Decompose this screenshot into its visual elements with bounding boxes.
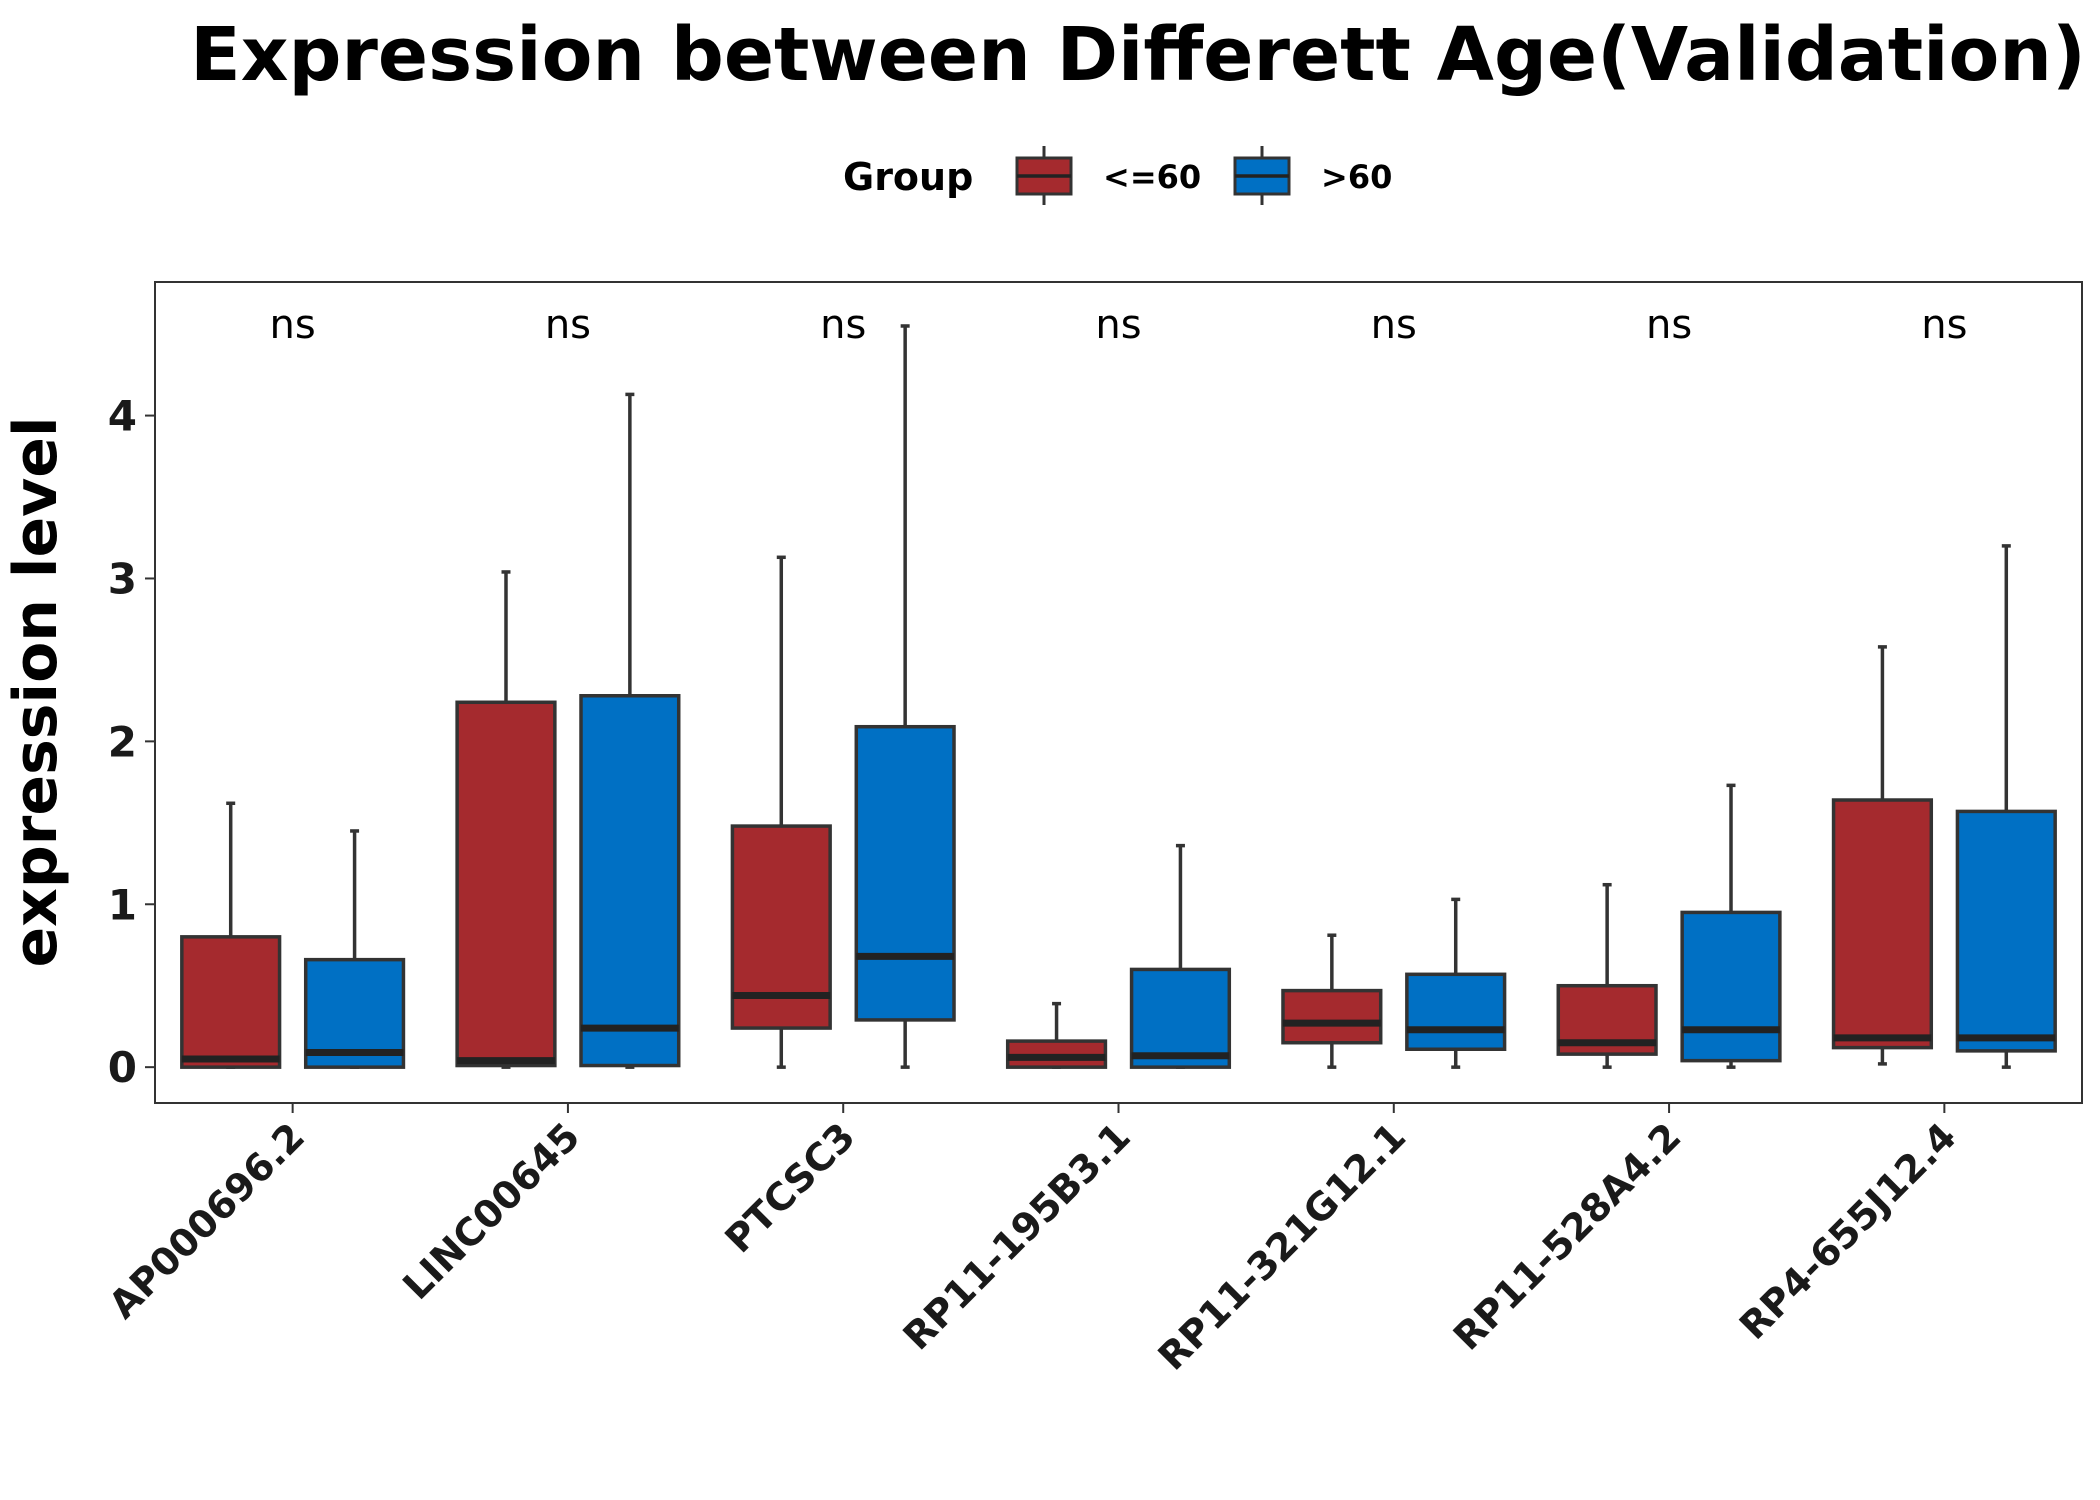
significance-label: ns <box>1646 302 1692 348</box>
x-tick-label: LINC00645 <box>394 1114 588 1308</box>
box-le60 <box>455 570 557 1069</box>
significance-label: ns <box>1921 302 1967 348</box>
legend-entry-le60: <=60 <box>1015 146 1201 205</box>
x-tick-label: RP11-321G12.1 <box>1150 1114 1414 1378</box>
box-gt60 <box>303 829 406 1069</box>
box-iqr <box>455 700 557 1068</box>
box-iqr <box>1680 910 1782 1063</box>
y-tick-label: 4 <box>108 392 137 441</box>
box-iqr <box>1831 798 1934 1050</box>
y-tick-label: 0 <box>108 1043 137 1092</box>
legend-label: >60 <box>1321 158 1392 196</box>
box-iqr <box>1955 809 2057 1053</box>
box-gt60 <box>1129 843 1232 1069</box>
significance-label: ns <box>1095 302 1141 348</box>
chart-title: Expression between Differett Age(Validat… <box>190 12 2086 98</box>
x-tick-label: RP11-528A4.2 <box>1445 1114 1690 1359</box>
box-gt60 <box>1405 897 1507 1069</box>
boxes <box>180 324 2057 1069</box>
plot-area: ns ns ns ns ns ns ns 0 1 2 3 4 AP000696.2 LINC00645… <box>100 281 2083 1379</box>
box-gt60 <box>854 324 956 1069</box>
box-iqr <box>854 724 956 1022</box>
x-tick-label: AP000696.2 <box>100 1114 313 1327</box>
box-gt60 <box>1955 544 2057 1069</box>
x-tick-label: PTCSC3 <box>716 1114 863 1261</box>
y-tick-label: 3 <box>108 554 137 603</box>
y-tick-label: 1 <box>108 880 137 929</box>
y-tick-label: 2 <box>108 717 137 766</box>
significance-label: ns <box>1371 302 1417 348</box>
x-tick-label: RP11-195B3.1 <box>895 1114 1139 1358</box>
box-iqr <box>1281 988 1383 1045</box>
legend-title: Group <box>843 155 973 199</box>
x-axis: AP000696.2 LINC00645 PTCSC3 RP11-195B3.1 RP1… <box>100 1103 1965 1379</box>
box-le60 <box>1005 1001 1108 1069</box>
x-tick-label: RP4-655J12.4 <box>1731 1114 1965 1348</box>
significance-label: ns <box>545 302 591 348</box>
box-le60 <box>730 555 832 1069</box>
significance-label: ns <box>270 302 316 348</box>
box-gt60 <box>579 392 681 1069</box>
y-axis: 0 1 2 3 4 <box>108 392 155 1092</box>
legend: Group <=60 >60 <box>843 146 1392 205</box>
legend-entry-gt60: >60 <box>1233 146 1392 205</box>
box-le60 <box>1281 933 1383 1069</box>
box-le60 <box>1556 882 1658 1069</box>
plot-panel <box>154 281 2083 1104</box>
box-iqr <box>1405 972 1507 1051</box>
significance-labels: ns ns ns ns ns ns ns <box>270 302 1968 348</box>
significance-label: ns <box>820 302 866 348</box>
legend-label: <=60 <box>1103 158 1201 196</box>
box-iqr <box>180 935 282 1069</box>
box-gt60 <box>1680 783 1782 1069</box>
box-iqr <box>579 694 681 1068</box>
box-le60 <box>180 801 282 1069</box>
y-axis-label: expression level <box>1 416 71 967</box>
box-iqr <box>1129 967 1232 1069</box>
box-le60 <box>1831 645 1934 1066</box>
